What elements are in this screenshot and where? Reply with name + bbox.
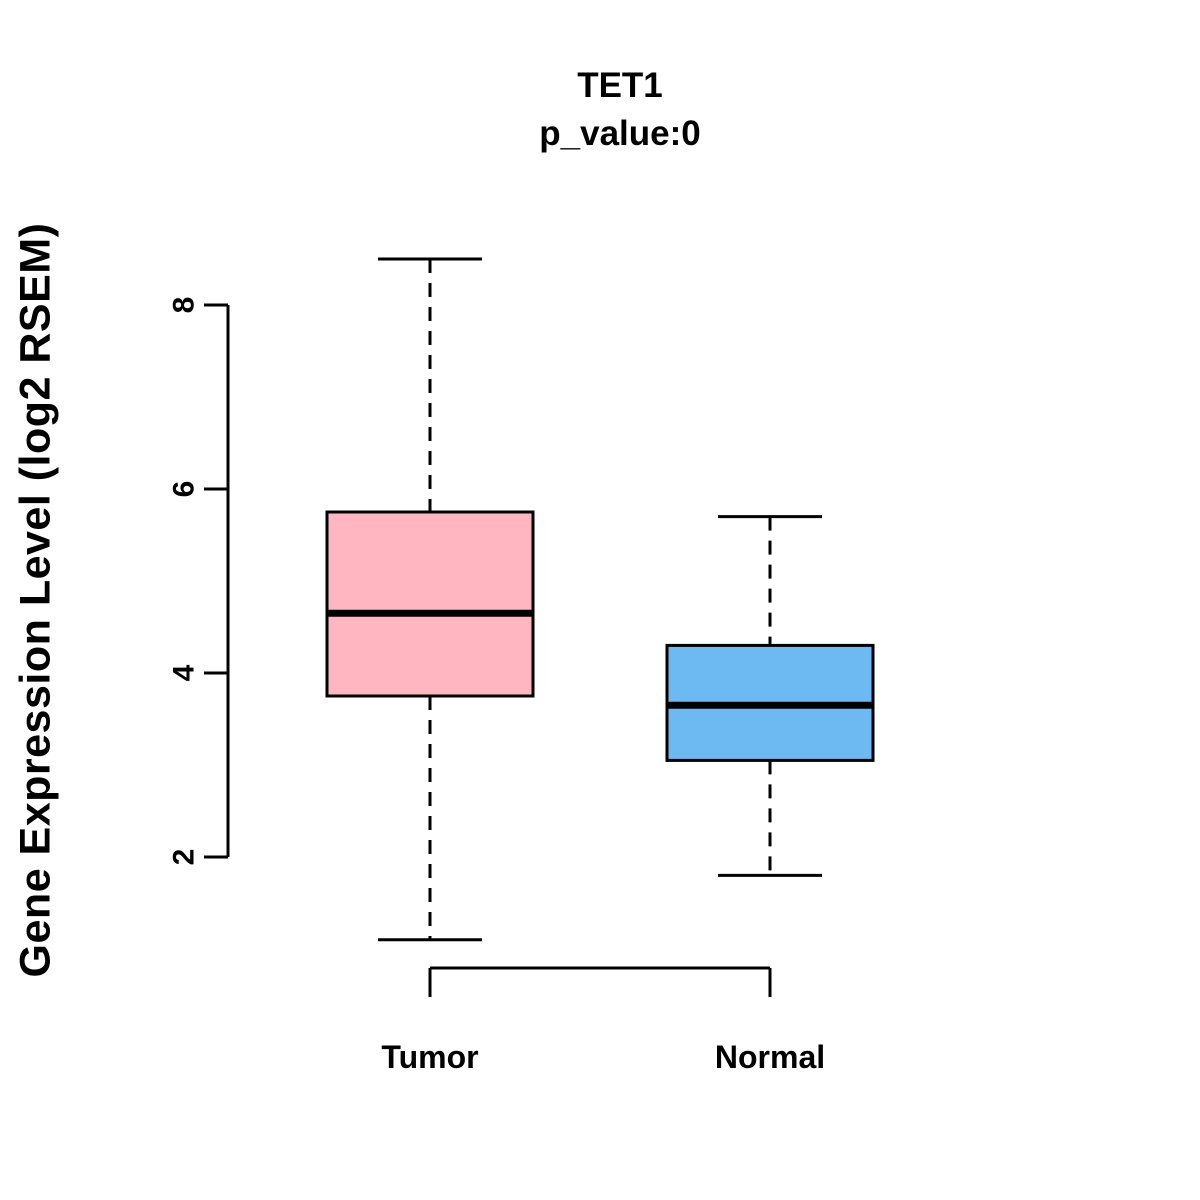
x-category-label-normal: Normal: [715, 1039, 825, 1075]
chart-subtitle: p_value:0: [539, 114, 701, 153]
y-tick-label: 2: [168, 849, 201, 866]
y-tick-label: 8: [168, 297, 201, 314]
tumor-box: [325, 510, 535, 698]
x-category-label-tumor: Tumor: [381, 1039, 478, 1075]
y-tick-label: 4: [168, 664, 201, 681]
chart-title: TET1: [577, 66, 663, 105]
y-tick-label: 6: [168, 481, 201, 498]
